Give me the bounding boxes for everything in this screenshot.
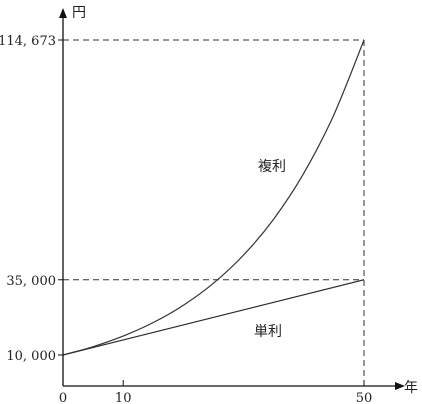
guides-layer: [63, 39, 365, 386]
y-tick-label: 10, 000: [6, 349, 56, 364]
x-tick-label: 10: [115, 391, 132, 404]
series-layer: [62, 39, 365, 356]
x-axis-arrow: [395, 382, 405, 390]
y-tick-label: 35, 000: [6, 274, 56, 289]
x-axis-label: 年: [404, 380, 418, 396]
compound-interest-label: 複利: [258, 158, 286, 175]
y-axis-arrow: [59, 8, 67, 18]
y-axis-label: 円: [72, 5, 86, 21]
simple-interest-label: 単利: [254, 324, 282, 340]
simple-interest-line: [62, 279, 365, 356]
compound-interest-curve: [62, 39, 365, 356]
x-tick-label: 50: [356, 391, 373, 404]
axes-layer: [58, 8, 405, 390]
y-tick-label: 114, 673: [0, 34, 56, 49]
labels-layer: 円年 0 10 50 10, 000 35, 000 114, 673 単利 複利: [0, 5, 418, 404]
x-tick-label: 0: [59, 391, 67, 404]
